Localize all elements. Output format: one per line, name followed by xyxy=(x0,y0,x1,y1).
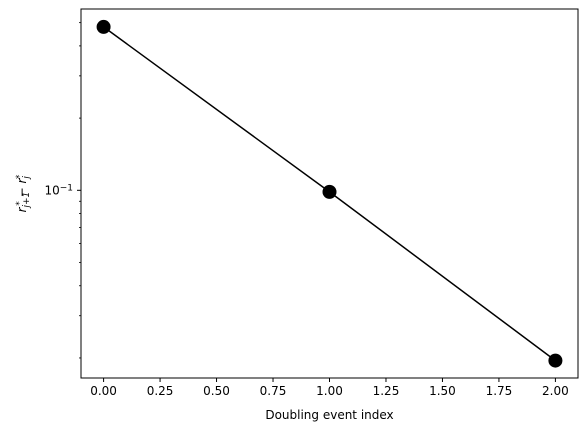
plot-area-frame xyxy=(80,8,579,379)
axis-ticks: 0.00 0.25 0.50 0.75 1.00 1.25 1.50 1.75 2.00 10−1 xyxy=(44,22,569,398)
data-point xyxy=(548,353,563,368)
series xyxy=(96,19,563,368)
x-tick-label: 1.50 xyxy=(429,384,456,398)
x-tick-label: 0.50 xyxy=(203,384,230,398)
x-tick-label: 0.75 xyxy=(260,384,287,398)
x-tick-label: 0.00 xyxy=(90,384,117,398)
x-tick-label: 1.75 xyxy=(486,384,513,398)
data-point xyxy=(322,184,337,199)
data-point xyxy=(96,19,111,34)
x-tick-label: 1.25 xyxy=(373,384,400,398)
x-tick-label: 2.00 xyxy=(542,384,569,398)
x-axis-label: Doubling event index xyxy=(265,408,393,422)
x-tick-label: 0.25 xyxy=(147,384,174,398)
x-tick-label: 1.00 xyxy=(316,384,343,398)
y-axis-label: rj+1* − rj* xyxy=(15,174,32,212)
y-tick-label: 10−1 xyxy=(44,183,73,197)
